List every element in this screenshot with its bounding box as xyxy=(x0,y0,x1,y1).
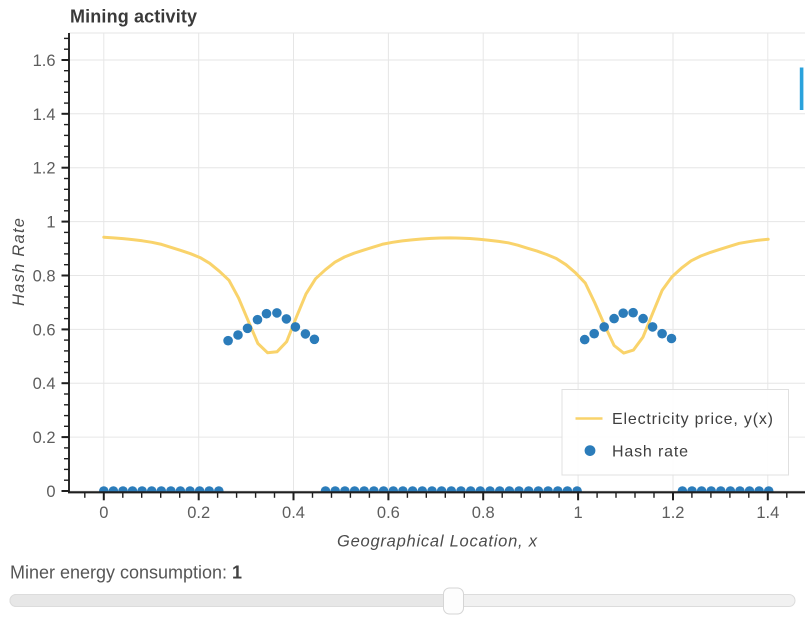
svg-text:1.2: 1.2 xyxy=(662,504,685,522)
svg-text:0.6: 0.6 xyxy=(377,504,400,522)
svg-text:1: 1 xyxy=(574,504,583,522)
svg-text:Hash Rate: Hash Rate xyxy=(10,218,28,306)
svg-text:1.4: 1.4 xyxy=(756,504,779,522)
svg-text:Electricity price, y(x): Electricity price, y(x) xyxy=(612,411,773,428)
svg-text:0.2: 0.2 xyxy=(33,429,56,447)
svg-text:1.6: 1.6 xyxy=(33,52,56,70)
svg-text:0.8: 0.8 xyxy=(33,268,56,286)
svg-text:Mining activity: Mining activity xyxy=(70,6,197,26)
svg-text:0.6: 0.6 xyxy=(33,321,56,339)
svg-text:Miner energy consumption: 1: Miner energy consumption: 1 xyxy=(10,563,242,583)
svg-text:0: 0 xyxy=(46,483,55,501)
svg-text:0.4: 0.4 xyxy=(33,375,56,393)
svg-text:1.4: 1.4 xyxy=(33,106,56,124)
svg-text:Geographical Location, x: Geographical Location, x xyxy=(337,533,538,551)
svg-text:0.4: 0.4 xyxy=(282,504,305,522)
svg-text:0.8: 0.8 xyxy=(472,504,495,522)
svg-text:0: 0 xyxy=(99,504,108,522)
svg-text:Hash rate: Hash rate xyxy=(612,443,688,460)
svg-text:0.2: 0.2 xyxy=(187,504,210,522)
svg-text:1.2: 1.2 xyxy=(33,160,56,178)
svg-text:1: 1 xyxy=(46,214,55,232)
